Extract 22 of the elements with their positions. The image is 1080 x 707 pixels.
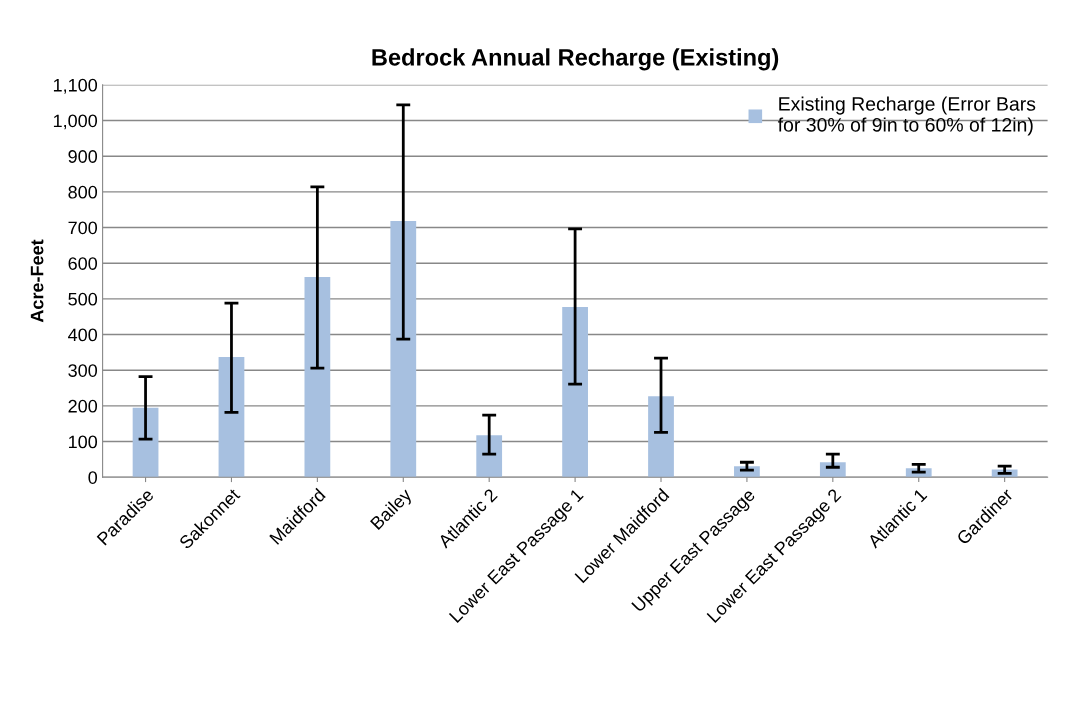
y-tick-label: 800 bbox=[68, 185, 98, 199]
y-tick-label: 600 bbox=[68, 257, 98, 270]
legend-label: Existing Recharge (Error Bars for 30% of 9in to 60% of 12in) bbox=[777, 96, 1036, 136]
y-tick-label: 1,000 bbox=[53, 114, 98, 130]
y-tick-label: 200 bbox=[68, 399, 98, 413]
bar bbox=[390, 221, 417, 478]
y-tick-label: 400 bbox=[68, 328, 98, 342]
chart-title: Bedrock Annual Recharge (Existing) bbox=[372, 48, 779, 71]
bar bbox=[562, 307, 588, 478]
y-tick-label: 900 bbox=[68, 150, 98, 163]
bar bbox=[218, 357, 245, 478]
bar bbox=[648, 396, 674, 478]
bar bbox=[476, 435, 503, 478]
y-axis-title: Acre-Feet bbox=[30, 239, 44, 323]
y-tick-label: 1,100 bbox=[53, 78, 98, 94]
y-tick-label: 100 bbox=[68, 435, 98, 449]
y-tick-label: 500 bbox=[68, 292, 98, 306]
y-tick-label: 300 bbox=[68, 364, 98, 377]
bar bbox=[132, 407, 159, 478]
y-tick-label: 700 bbox=[68, 221, 98, 235]
y-tick-label: 0 bbox=[88, 471, 98, 484]
bar bbox=[304, 277, 331, 478]
